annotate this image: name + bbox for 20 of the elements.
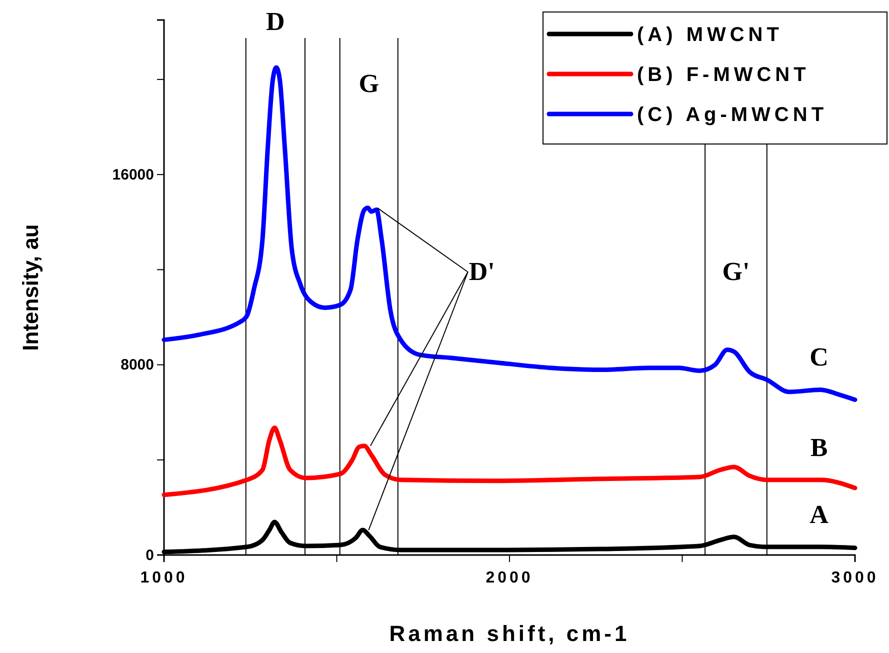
- legend-label: (A) MWCNT: [637, 24, 783, 46]
- y-tick-label: 0: [146, 546, 154, 564]
- annotation: C: [810, 342, 828, 372]
- annotation: D': [468, 257, 495, 286]
- legend-label: (C) Ag-MWCNT: [637, 104, 828, 126]
- annotation: G: [358, 69, 379, 98]
- y-axis-title: Intensity, au: [18, 224, 43, 351]
- annotation: D: [266, 7, 285, 36]
- annotation: B: [810, 432, 828, 462]
- annotation: G': [722, 257, 750, 286]
- line-series: [162, 426, 858, 498]
- x-tick-label: 1000: [140, 570, 188, 587]
- x-axis-title: Raman shift, cm-1: [389, 621, 630, 646]
- x-tick-label: 2000: [486, 570, 534, 587]
- legend-label: (B) F-MWCNT: [637, 64, 810, 86]
- line-series: [162, 65, 858, 402]
- y-tick-label: 8000: [120, 356, 154, 374]
- y-tick-label: 16000: [112, 166, 154, 184]
- annotation: A: [810, 500, 829, 529]
- x-tick-label: 3000: [831, 570, 879, 587]
